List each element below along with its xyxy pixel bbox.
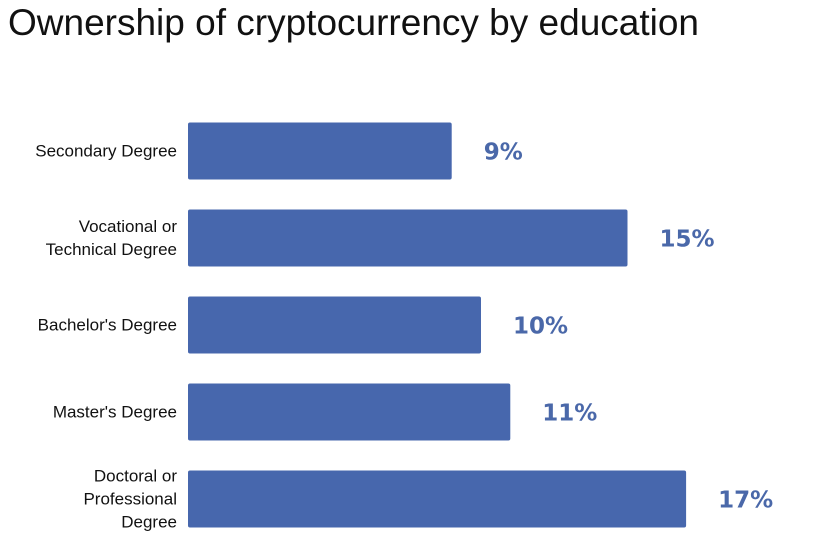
bar — [188, 470, 687, 528]
value-label: 15% — [660, 227, 715, 253]
bar — [188, 209, 628, 267]
chart-title: Ownership of cryptocurrency by education — [8, 2, 700, 43]
value-label: 17% — [718, 488, 773, 514]
category-label: Master's Degree — [52, 402, 177, 422]
value-label: 11% — [542, 401, 597, 427]
bar — [188, 296, 481, 354]
category-label: Bachelor's Degree — [37, 315, 177, 335]
category-label: Secondary Degree — [35, 141, 177, 161]
category-label: Vocational or Technical Degree — [45, 217, 177, 259]
value-label: 9% — [484, 140, 523, 166]
category-label: Doctoral or Professional Degree — [83, 466, 177, 532]
value-label: 10% — [513, 314, 568, 340]
bar — [188, 122, 452, 180]
bar — [188, 383, 511, 441]
